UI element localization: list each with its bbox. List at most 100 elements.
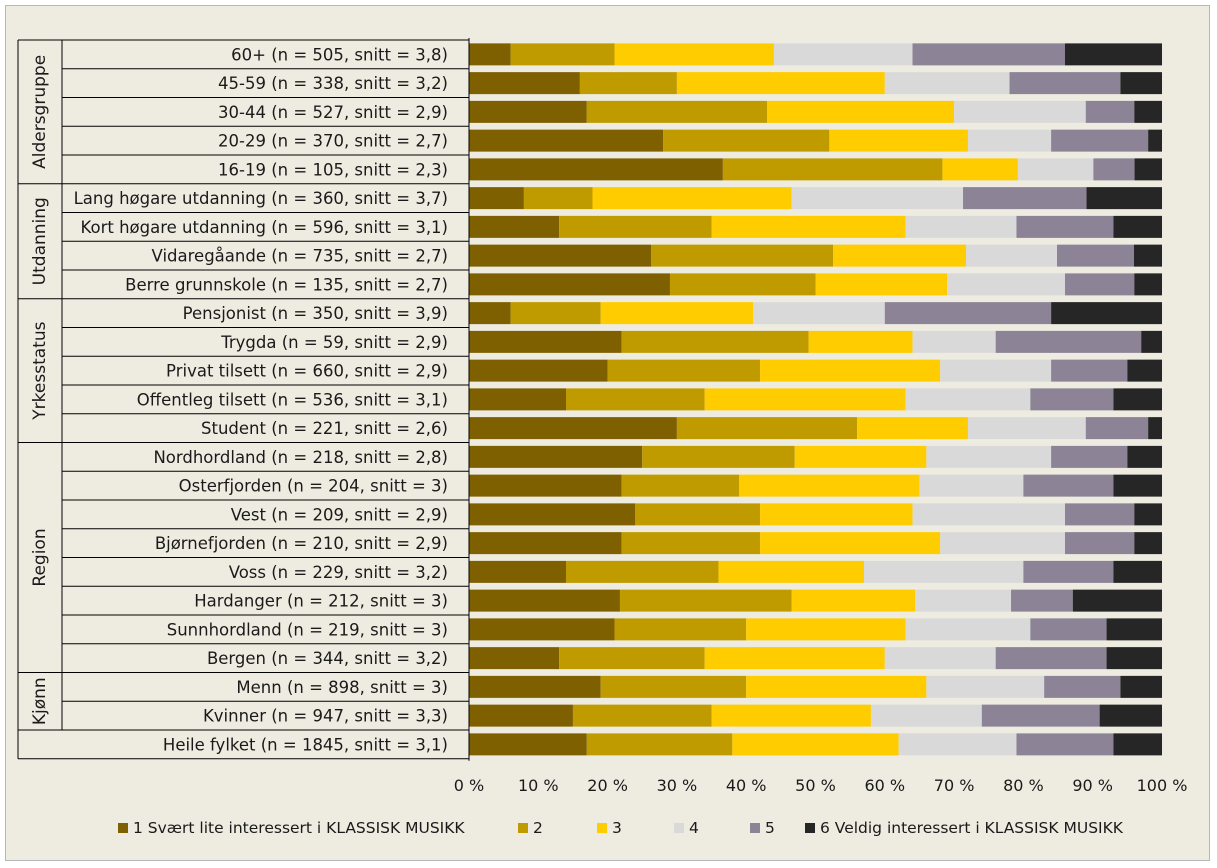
legend-swatch-2: [518, 823, 528, 833]
bar-segment-1-row-10: [469, 302, 511, 325]
bar-segment-4-row-9: [947, 273, 1065, 296]
x-tick-label: 70 %: [934, 776, 975, 795]
group-label-1: Aldersgruppe: [30, 55, 50, 169]
bar-segment-4-row-25: [898, 733, 1017, 756]
x-tick-label: 20 %: [587, 776, 628, 795]
bar-segment-5-row-13: [1030, 388, 1114, 411]
category-label: 16-19 (n = 105, snitt = 2,3): [218, 160, 448, 179]
bar-segment-5-row-23: [1044, 675, 1121, 698]
bar-segment-2-row-7: [559, 215, 712, 238]
bar-segment-1-row-15: [469, 445, 643, 468]
category-label: Osterfjorden (n = 204, snitt = 3): [179, 477, 448, 496]
bar-segment-1-row-12: [469, 359, 608, 382]
legend-swatch-5: [750, 823, 760, 833]
bar-segment-3-row-15: [794, 445, 927, 468]
bar-segment-2-row-10: [510, 302, 601, 325]
bar-segment-3-row-8: [833, 244, 966, 267]
category-label: Vidaregåande (n = 735, snitt = 2,7): [152, 247, 448, 266]
bar-segment-5-row-25: [1016, 733, 1114, 756]
bar-segment-2-row-16: [621, 474, 740, 497]
bar-segment-5-row-3: [1085, 100, 1135, 123]
bar-segment-4-row-4: [967, 129, 1052, 152]
bar-segment-6-row-6: [1086, 187, 1162, 210]
bar-segment-5-row-7: [1016, 215, 1114, 238]
bar-segment-6-row-18: [1134, 532, 1162, 555]
bar-segment-6-row-14: [1148, 417, 1162, 440]
bar-segment-5-row-12: [1051, 359, 1128, 382]
bar-segment-5-row-17: [1064, 503, 1135, 526]
bar-segment-1-row-24: [469, 704, 573, 727]
bar-segment-1-row-23: [469, 675, 601, 698]
bar-segment-5-row-11: [995, 330, 1142, 353]
bar-segment-2-row-24: [572, 704, 712, 727]
bar-segment-4-row-14: [967, 417, 1086, 440]
bar-segment-3-row-22: [704, 647, 885, 670]
bar-segment-5-row-24: [981, 704, 1100, 727]
category-label: 30-44 (n = 527, snitt = 2,9): [218, 103, 448, 122]
bar-segment-6-row-22: [1106, 647, 1162, 670]
bar-segment-4-row-13: [905, 388, 1031, 411]
category-label: 20-29 (n = 370, snitt = 2,7): [218, 132, 448, 151]
bar-segment-1-row-22: [469, 647, 560, 670]
bar-segment-6-row-12: [1127, 359, 1162, 382]
category-label: Voss (n = 229, snitt = 3,2): [229, 563, 448, 582]
bar-segment-1-row-2: [469, 72, 580, 95]
bar-segment-5-row-1: [912, 43, 1065, 66]
bar-segment-1-row-9: [469, 273, 670, 296]
bar-segment-2-row-6: [523, 187, 593, 210]
bar-segment-6-row-2: [1120, 72, 1162, 95]
bar-segment-3-row-14: [857, 417, 968, 440]
bar-segment-5-row-4: [1051, 129, 1149, 152]
bar-segment-5-row-15: [1051, 445, 1128, 468]
bar-segment-6-row-16: [1113, 474, 1162, 497]
bar-segment-3-row-3: [766, 100, 955, 123]
bar-segment-6-row-8: [1134, 244, 1162, 267]
bar-segment-1-row-20: [469, 589, 620, 612]
bar-segment-3-row-17: [760, 503, 913, 526]
bar-segment-4-row-10: [753, 302, 885, 325]
bar-segment-2-row-22: [559, 647, 705, 670]
bar-segment-3-row-24: [711, 704, 871, 727]
bar-segment-5-row-8: [1057, 244, 1134, 267]
category-label: Offentleg tilsett (n = 536, snitt = 3,1): [137, 390, 448, 409]
bar-segment-4-row-16: [919, 474, 1024, 497]
bar-segment-4-row-24: [870, 704, 982, 727]
bar-segment-5-row-19: [1023, 560, 1114, 583]
category-label: Bergen (n = 344, snitt = 3,2): [207, 649, 448, 668]
bar-segment-4-row-12: [940, 359, 1052, 382]
bar-segment-1-row-17: [469, 503, 636, 526]
bar-segment-4-row-23: [926, 675, 1045, 698]
bar-segment-2-row-13: [566, 388, 705, 411]
legend-swatch-6: [805, 823, 815, 833]
legend-swatch-1: [118, 823, 128, 833]
legend-label-5: 5: [765, 819, 775, 837]
bar-segment-2-row-3: [586, 100, 767, 123]
bar-segment-3-row-25: [732, 733, 899, 756]
bar-segment-1-row-18: [469, 532, 622, 555]
bar-segment-6-row-10: [1051, 302, 1162, 325]
bar-segment-6-row-9: [1134, 273, 1162, 296]
category-label: Heile fylket (n = 1845, snitt = 3,1): [163, 735, 448, 754]
bar-segment-4-row-6: [791, 187, 964, 210]
bar-segment-2-row-17: [635, 503, 761, 526]
x-tick-label: 0 %: [454, 776, 484, 795]
bar-segment-3-row-5: [942, 158, 1018, 181]
x-tick-label: 50 %: [795, 776, 836, 795]
bar-segment-2-row-14: [676, 417, 858, 440]
bar-segment-4-row-3: [954, 100, 1086, 123]
bar-segment-1-row-11: [469, 330, 622, 353]
bar-segment-6-row-7: [1113, 215, 1162, 238]
bar-segment-5-row-2: [1009, 72, 1121, 95]
bar-segment-3-row-11: [808, 330, 913, 353]
category-label: Menn (n = 898, snitt = 3): [236, 678, 448, 697]
bar-segment-6-row-23: [1120, 675, 1162, 698]
bar-segment-2-row-5: [722, 158, 943, 181]
bar-segment-1-row-21: [469, 618, 615, 641]
bar-segment-2-row-18: [621, 532, 761, 555]
category-label: Bjørnefjorden (n = 210, snitt = 2,9): [155, 534, 448, 553]
bar-segment-3-row-18: [760, 532, 941, 555]
category-label: Trygda (n = 59, snitt = 2,9): [220, 333, 448, 352]
category-label: Lang høgare utdanning (n = 360, snitt = …: [74, 189, 448, 208]
bar-segment-2-row-1: [510, 43, 615, 66]
bar-segment-4-row-2: [884, 72, 1010, 95]
